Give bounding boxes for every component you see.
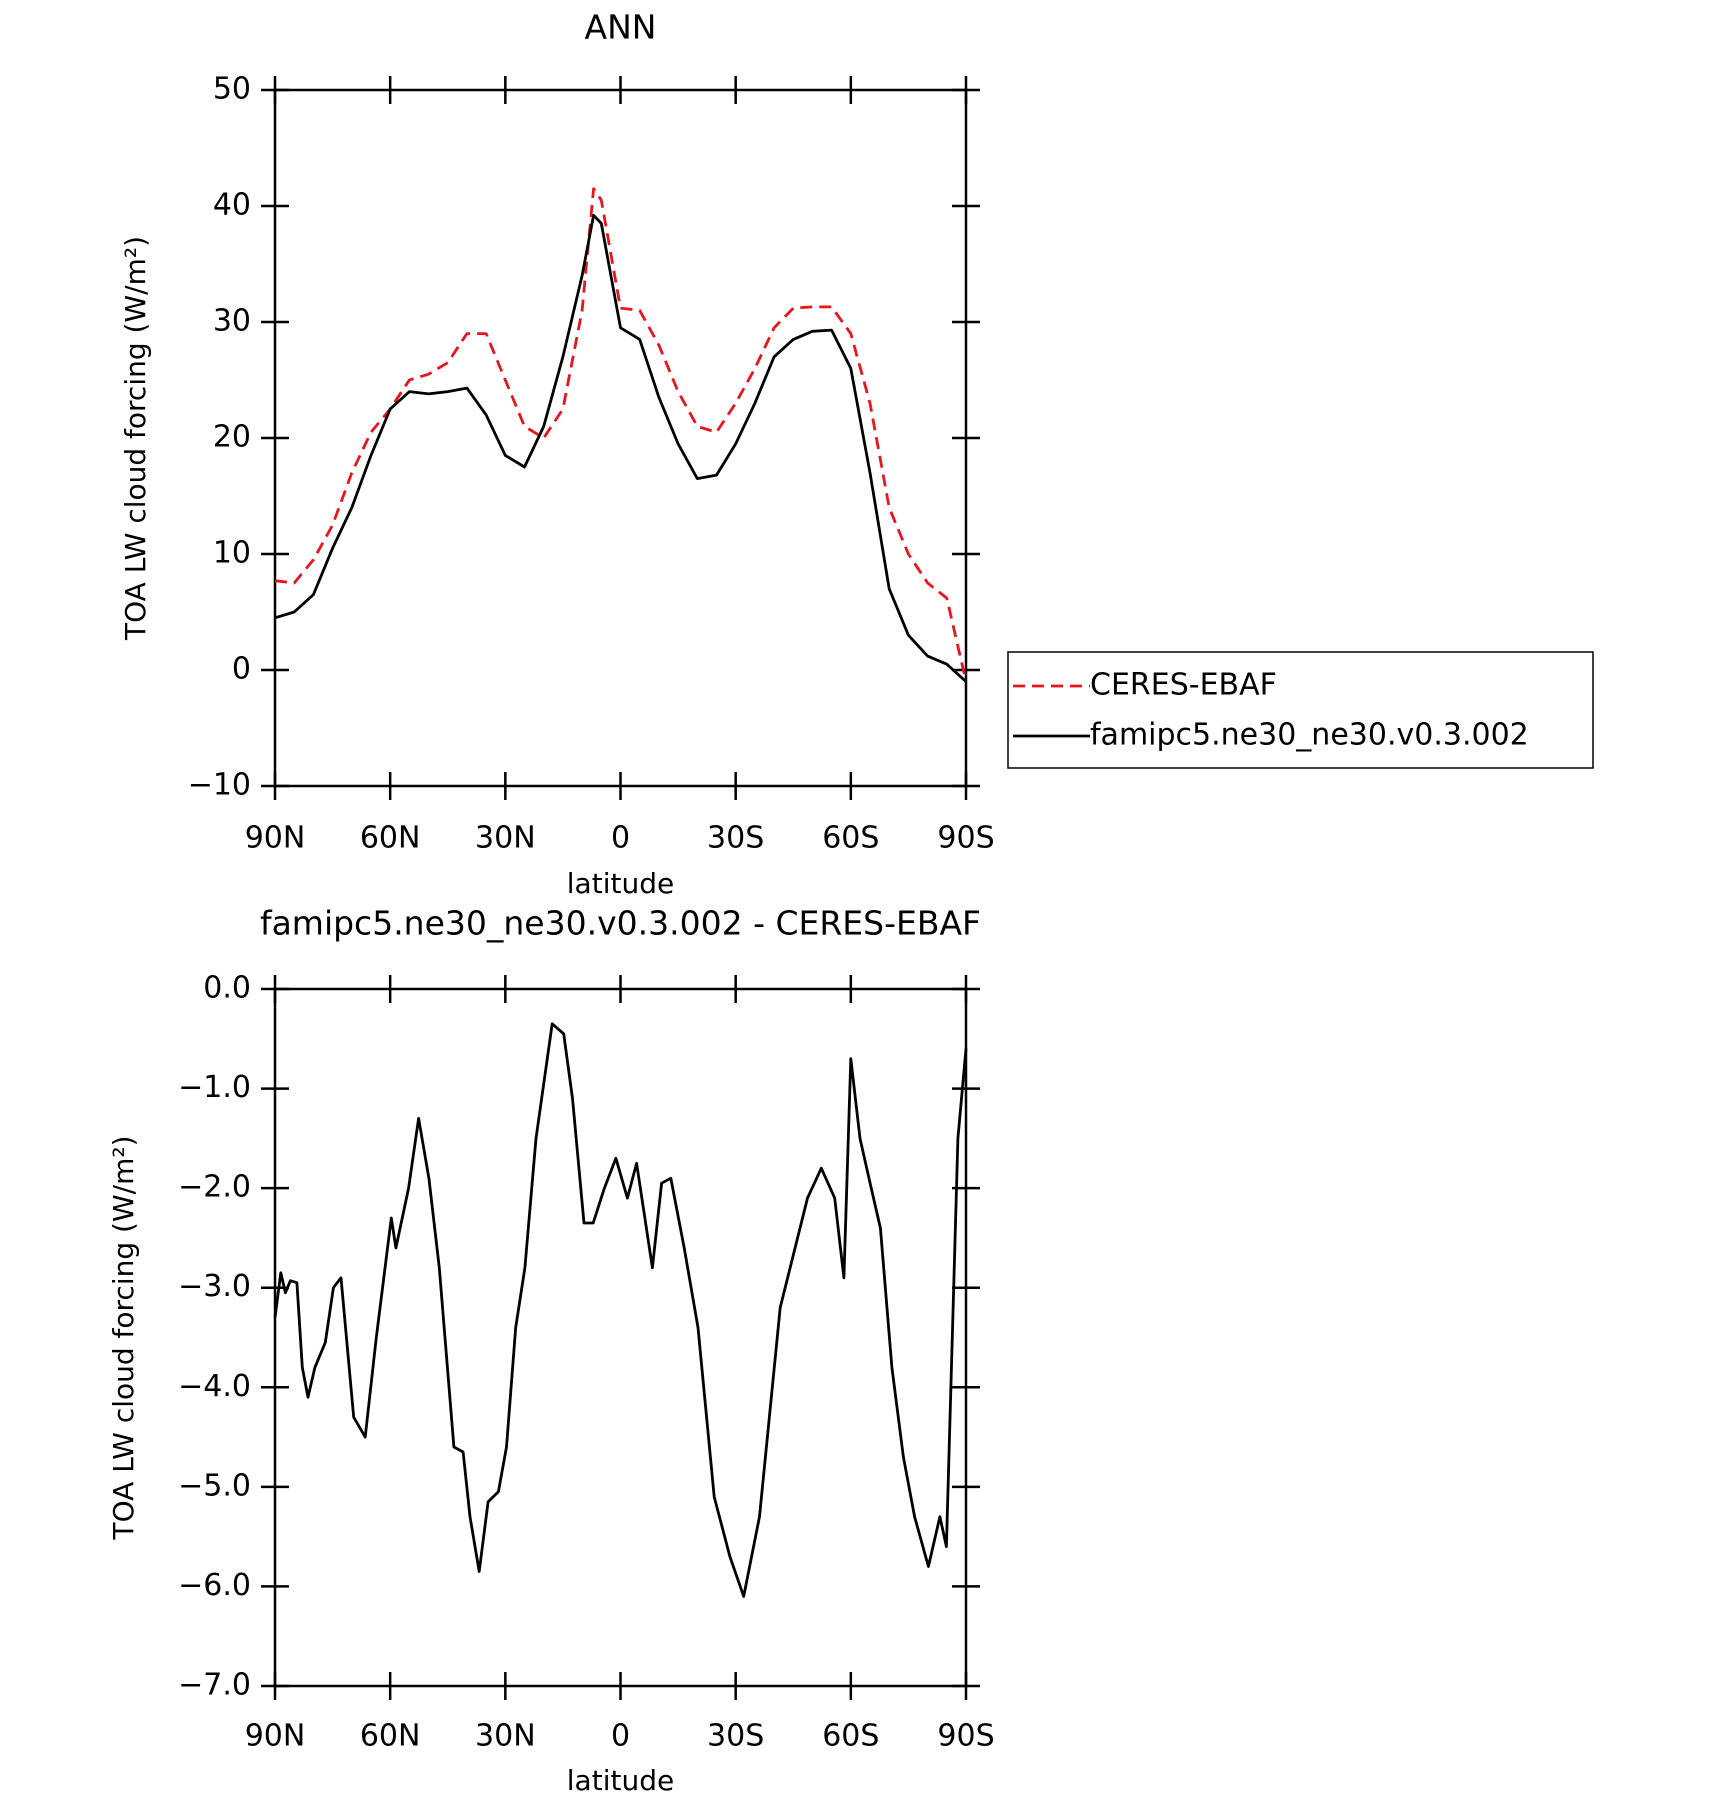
x-tick-label: 0 [611,1719,630,1754]
y-tick-label: 10 [213,536,251,571]
x-tick-label: 90S [937,821,994,856]
y-tick-label: 0.0 [203,971,251,1006]
x-tick-label: 30N [475,1719,536,1754]
data-line [274,187,968,682]
x-tick-label: 30S [707,821,764,856]
x-axis-label: latitude [567,1764,674,1797]
y-tick-label: −7.0 [178,1668,251,1703]
y-tick-label: 40 [213,188,251,223]
chart-title: ANN [585,8,657,47]
y-axis-label: TOA LW cloud forcing (W/m²) [119,236,152,641]
x-tick-label: 90S [937,1719,994,1754]
x-tick-label: 60S [822,821,879,856]
legend-label: famipc5.ne30_ne30.v0.3.002 [1090,718,1529,753]
x-tick-label: 30N [475,821,536,856]
y-tick-label: 50 [213,72,251,107]
y-axis-label: TOA LW cloud forcing (W/m²) [107,1136,140,1541]
y-tick-label: 20 [213,420,251,455]
x-tick-label: 60N [360,821,421,856]
y-tick-label: 30 [213,304,251,339]
y-tick-label: 0 [232,652,251,687]
x-tick-label: 30S [707,1719,764,1754]
y-tick-label: −10 [188,768,251,803]
plot-frame [273,987,968,1688]
y-tick-label: −3.0 [178,1269,251,1304]
x-tick-label: 60S [822,1719,879,1754]
x-tick-label: 60N [360,1719,421,1754]
y-tick-label: −5.0 [178,1468,251,1503]
data-line [273,1022,968,1598]
legend-box [1007,651,1594,769]
y-tick-label: −1.0 [178,1070,251,1105]
data-line [274,213,967,683]
y-tick-label: −6.0 [178,1568,251,1603]
x-tick-label: 90N [245,1719,306,1754]
x-axis-label: latitude [567,867,674,900]
x-tick-label: 0 [611,821,630,856]
x-tick-label: 90N [245,821,306,856]
y-tick-label: −4.0 [178,1369,251,1404]
y-tick-label: −2.0 [178,1170,251,1205]
chart-title: famipc5.ne30_ne30.v0.3.002 - CERES-EBAF [260,904,981,943]
legend-label: CERES-EBAF [1090,668,1277,703]
